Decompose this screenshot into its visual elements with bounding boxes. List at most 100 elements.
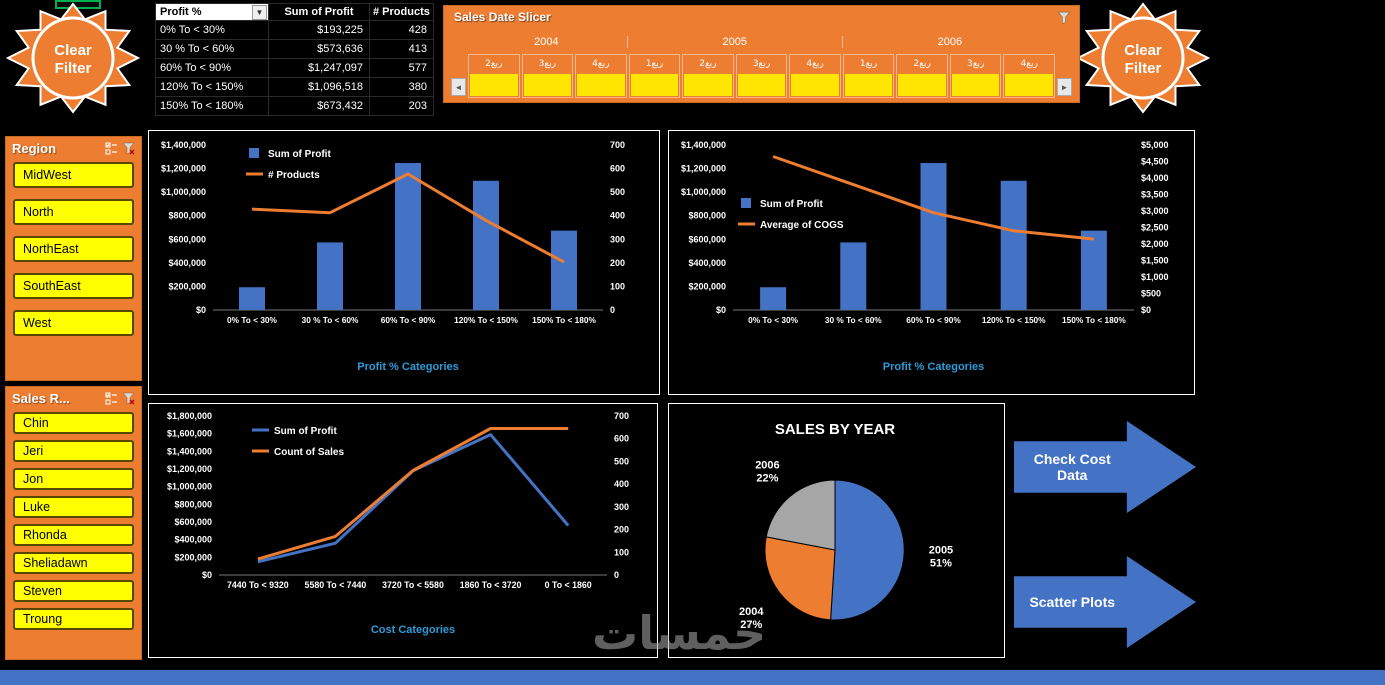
selected-range-bar[interactable]: [791, 74, 839, 96]
quarter-label: ربع2: [913, 59, 931, 69]
timeline-quarter-cell[interactable]: ربع3: [949, 54, 1002, 98]
timeline-quarter-cell[interactable]: ربع1: [842, 54, 895, 98]
dropdown-arrow-icon[interactable]: ▼: [252, 5, 267, 20]
slicer-item-southeast[interactable]: SouthEast: [13, 273, 134, 299]
combo-chart-svg: $0 $200,000 $400,000 $600,000 $800,000 $1,000…: [161, 140, 625, 373]
selected-range-bar[interactable]: [898, 74, 946, 96]
svg-text:30 % To < 60%: 30 % To < 60%: [825, 315, 882, 325]
cost-categories-line-chart: $0 $200,000 $400,000 $600,000 $800,000 $1,000…: [148, 403, 658, 658]
quarter-label: ربع3: [967, 59, 985, 69]
selected-range-bar[interactable]: [737, 74, 786, 96]
timeline-quarter-cell[interactable]: ربع4: [575, 54, 627, 98]
slicer-item-chin[interactable]: Chin: [13, 412, 134, 434]
svg-text:$1,000: $1,000: [1141, 272, 1169, 282]
slicer-item-north[interactable]: North: [13, 199, 134, 225]
pivot-row: 60% To < 90% $1,247,097 577: [155, 58, 434, 78]
check-cost-data-button[interactable]: Check Cost Data: [1014, 421, 1196, 513]
quarter-label: ربع2: [699, 59, 717, 69]
clear-timeline-filter-icon[interactable]: [1057, 11, 1071, 25]
profit-filter-dropdown[interactable]: Profit % ▼: [155, 3, 269, 21]
clear-filter-button-right[interactable]: Clear Filter: [1075, 2, 1211, 114]
svg-text:700: 700: [610, 140, 625, 150]
selected-range-bar[interactable]: [1005, 74, 1054, 96]
timeline-quarter-cell[interactable]: ربع3: [521, 54, 574, 98]
timeline-year-row: 2004 2005 2006: [466, 36, 1057, 48]
slicer-item-jon[interactable]: Jon: [13, 468, 134, 490]
svg-text:$1,200,000: $1,200,000: [161, 164, 206, 174]
slicer-item-northeast[interactable]: NorthEast: [13, 236, 134, 262]
timeline-quarter-cell[interactable]: ربع2: [682, 54, 734, 98]
selected-range-bar[interactable]: [684, 74, 732, 96]
svg-text:$600,000: $600,000: [688, 234, 726, 244]
timeline-scroll-left-button[interactable]: ◄: [451, 78, 466, 96]
timeline-quarter-cell[interactable]: ربع4: [1003, 54, 1056, 98]
pivot-cell-category: 60% To < 90%: [155, 58, 269, 78]
svg-text:$0: $0: [202, 570, 212, 580]
slicer-item-sheliadawn[interactable]: Sheliadawn: [13, 552, 134, 574]
selected-range-bar[interactable]: [844, 74, 893, 96]
svg-text:1860 To < 3720: 1860 To < 3720: [460, 580, 522, 590]
svg-text:$200,000: $200,000: [174, 552, 212, 562]
slicer-item-west[interactable]: West: [13, 310, 134, 336]
svg-text:Average of COGS: Average of COGS: [760, 220, 844, 231]
timeline-year-label: 2005: [626, 36, 842, 48]
svg-text:120% To < 150%: 120% To < 150%: [454, 315, 518, 325]
scatter-plots-button[interactable]: Scatter Plots: [1014, 556, 1196, 648]
region-slicer-items: MidWest North NorthEast SouthEast West: [6, 159, 141, 350]
selected-range-bar[interactable]: [577, 74, 625, 96]
slicer-item-rhonda[interactable]: Rhonda: [13, 524, 134, 546]
svg-text:300: 300: [610, 234, 625, 244]
selected-range-bar[interactable]: [951, 74, 1000, 96]
pivot-cell-products: 428: [369, 20, 434, 40]
svg-text:7440 To < 9320: 7440 To < 9320: [227, 580, 289, 590]
timeline-scroll-right-button[interactable]: ►: [1057, 78, 1072, 96]
bottom-bar: [0, 670, 1385, 685]
svg-text:60% To < 90%: 60% To < 90%: [381, 315, 436, 325]
timeline-quarter-cell[interactable]: ربع2: [468, 54, 520, 98]
svg-text:100: 100: [614, 547, 629, 557]
clear-filter-icon[interactable]: [122, 142, 135, 155]
svg-text:$0: $0: [716, 305, 726, 315]
pivot-cell-category: 150% To < 180%: [155, 96, 269, 116]
quarter-label: ربع2: [485, 59, 503, 69]
slicer-item-steven[interactable]: Steven: [13, 580, 134, 602]
check-cost-data-label: Check Cost Data: [1033, 451, 1111, 483]
timeline-quarter-cell[interactable]: ربع3: [735, 54, 788, 98]
svg-text:$400,000: $400,000: [168, 258, 206, 268]
slicer-item-luke[interactable]: Luke: [13, 496, 134, 518]
svg-text:Sum of Profit: Sum of Profit: [274, 426, 337, 437]
timeline-quarter-cell[interactable]: ربع4: [789, 54, 841, 98]
selected-range-bar[interactable]: [523, 74, 572, 96]
svg-text:SALES BY YEAR: SALES BY YEAR: [775, 421, 895, 438]
clear-filter-button-left[interactable]: Clear Filter: [5, 2, 141, 114]
svg-text:$400,000: $400,000: [688, 258, 726, 268]
region-slicer-title: Region: [12, 141, 57, 156]
svg-text:300: 300: [614, 502, 629, 512]
slicer-item-jeri[interactable]: Jeri: [13, 440, 134, 462]
sales-rep-slicer-title: Sales R...: [12, 391, 70, 406]
clear-filter-icon[interactable]: [122, 392, 135, 405]
timeline-quarter-cell[interactable]: ربع2: [896, 54, 948, 98]
svg-text:Filter: Filter: [1125, 60, 1162, 77]
multiselect-icon[interactable]: [105, 392, 118, 405]
timeline-year-label: 2006: [841, 36, 1057, 48]
svg-text:400: 400: [614, 479, 629, 489]
slicer-item-midwest[interactable]: MidWest: [13, 162, 134, 188]
svg-text:$1,400,000: $1,400,000: [161, 140, 206, 150]
quarter-label: ربع3: [538, 59, 557, 69]
slicer-item-troung[interactable]: Troung: [13, 608, 134, 630]
svg-text:0 To < 1860: 0 To < 1860: [545, 580, 592, 590]
line-chart-svg: $0 $200,000 $400,000 $600,000 $800,000 $1,000…: [167, 411, 629, 636]
svg-text:30 % To < 60%: 30 % To < 60%: [302, 315, 359, 325]
timeline-quarter-cell[interactable]: ربع1: [628, 54, 681, 98]
timeline-track: ◄ ربع2 ربع3 ربع4 ربع1 ربع2 ربع3 ربع4 ربع1 ربع2 رب…: [451, 54, 1072, 98]
profit-cogs-combo-chart: $0 $200,000 $400,000 $600,000 $800,000 $1,000…: [668, 130, 1195, 395]
selected-range-bar[interactable]: [630, 74, 679, 96]
selected-range-bar[interactable]: [470, 74, 518, 96]
svg-text:200: 200: [614, 525, 629, 535]
scatter-plots-label: Scatter Plots: [1029, 594, 1116, 610]
multiselect-icon[interactable]: [105, 142, 118, 155]
profit-filter-label: Profit %: [160, 6, 202, 18]
